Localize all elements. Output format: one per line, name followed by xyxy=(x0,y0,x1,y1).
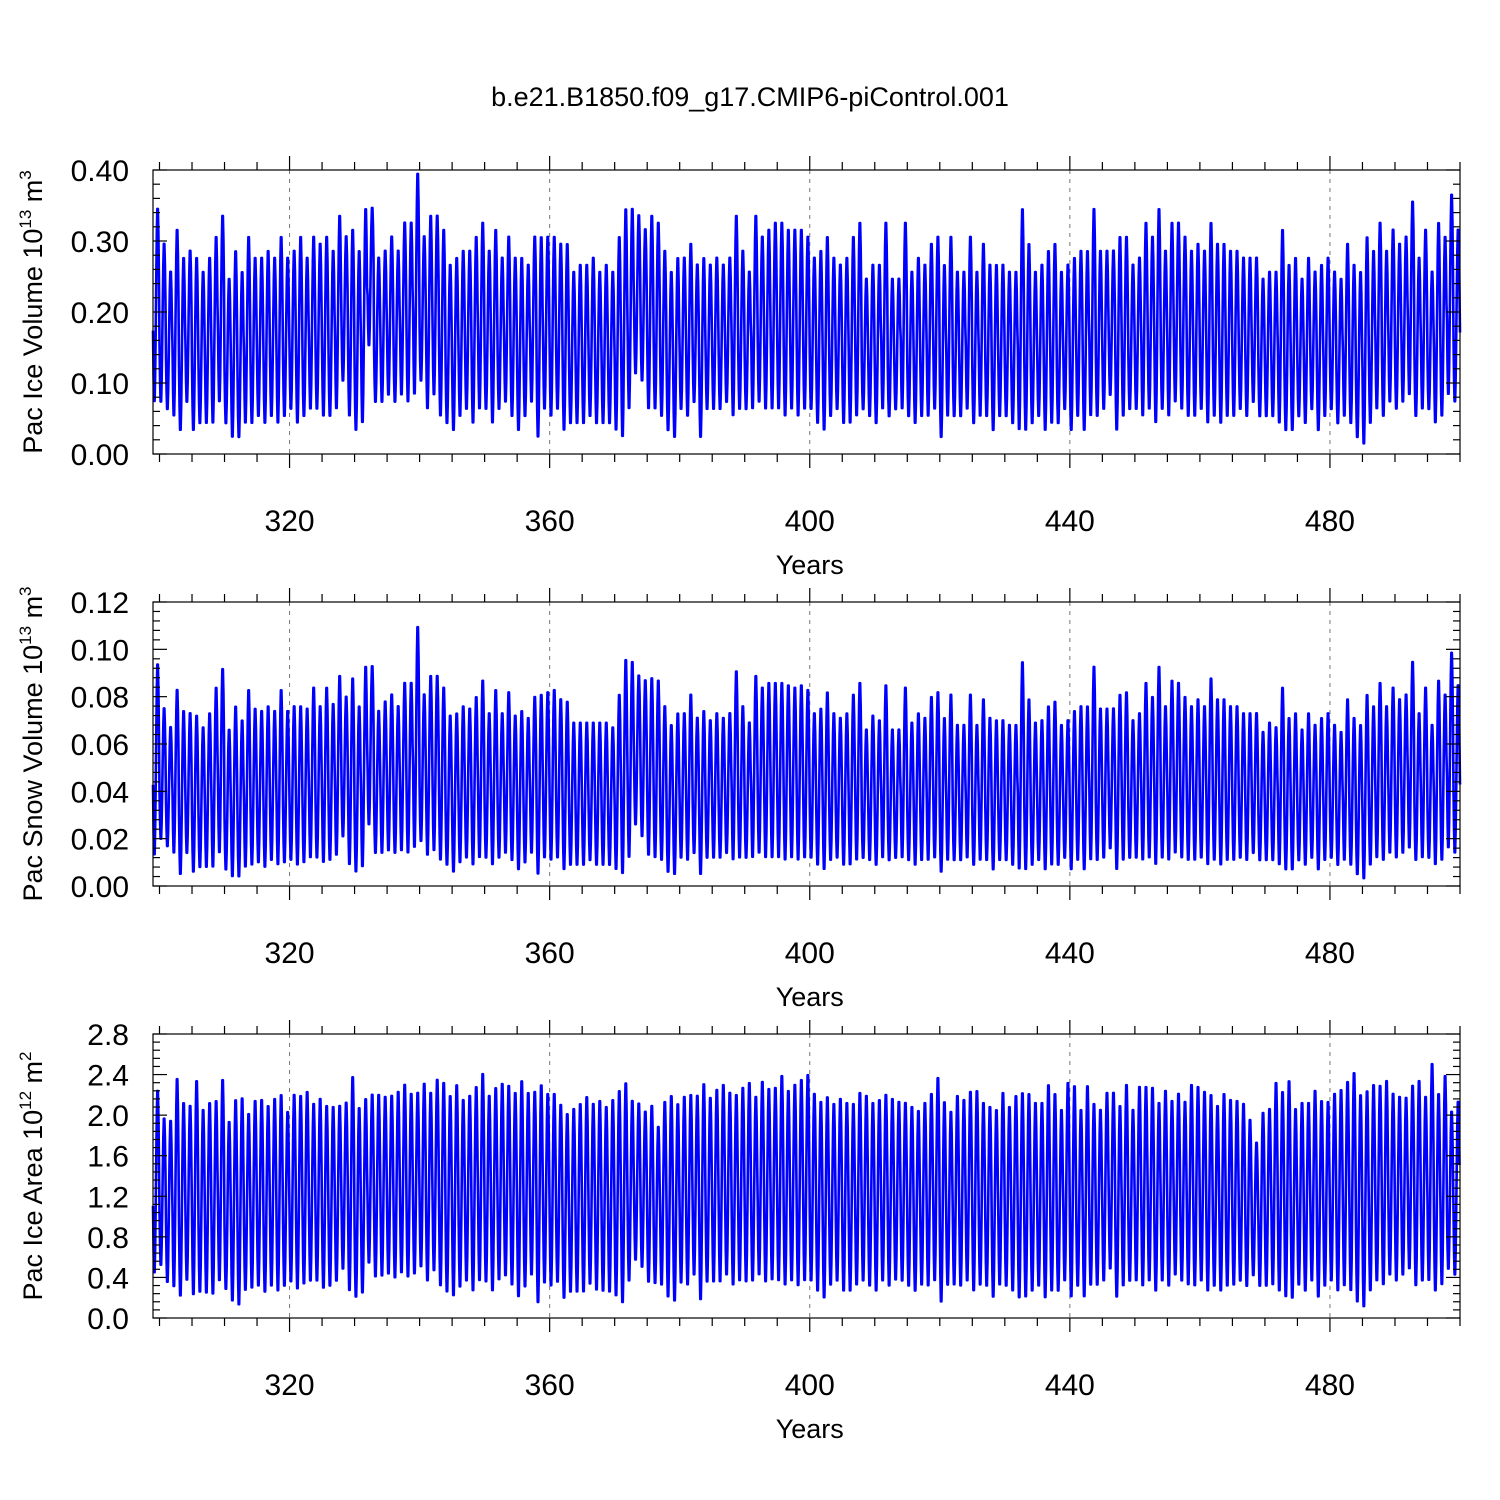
x-axis-label: Years xyxy=(776,550,844,580)
x-tick-label: 360 xyxy=(525,937,575,970)
y-tick-label: 2.0 xyxy=(87,1100,129,1133)
x-tick-label: 360 xyxy=(525,505,575,538)
axes-ice-volume xyxy=(152,156,1461,468)
y-tick-label: 0.04 xyxy=(71,776,129,809)
x-tick-label: 400 xyxy=(785,937,835,970)
y-tick-label: 0.06 xyxy=(71,729,129,762)
panel-ice-area: 0.0 0.4 0.8 1.2 1.6 2.0 2.4 2.8 320 360 400 440 480 Y… xyxy=(16,1019,1461,1444)
y-tick-label: 0.12 xyxy=(71,587,129,620)
x-axis-label: Years xyxy=(776,982,844,1012)
x-tick-label: 480 xyxy=(1305,505,1355,538)
y-tick-label: 0.20 xyxy=(71,297,129,330)
x-tick-label: 480 xyxy=(1305,937,1355,970)
y-tick-label: 0.08 xyxy=(71,682,129,715)
y-tick-label: 0.02 xyxy=(71,824,129,857)
series-line-ice-volume xyxy=(151,172,1462,445)
panel-snow-volume: 0.00 0.02 0.04 0.06 0.08 0.10 0.12 320 360 400 440… xyxy=(16,586,1462,1012)
axes-ice-area xyxy=(152,1020,1461,1332)
series-ice-area xyxy=(151,1062,1461,1308)
y-axis-label: Pac Snow Volume 1013 m3 xyxy=(16,586,48,901)
x-axis-label: Years xyxy=(776,1414,844,1444)
y-tick-label: 2.8 xyxy=(87,1019,129,1052)
x-tick-label: 400 xyxy=(785,505,835,538)
x-tick-label: 440 xyxy=(1045,1369,1095,1402)
x-tick-label: 320 xyxy=(265,937,315,970)
y-tick-label: 1.6 xyxy=(87,1141,129,1174)
y-axis-label: Pac Ice Volume 1013 m3 xyxy=(16,170,48,454)
x-tick-label: 480 xyxy=(1305,1369,1355,1402)
figure-title: b.e21.B1850.f09_g17.CMIP6-piControl.001 xyxy=(491,82,1009,112)
series-line-snow-volume xyxy=(151,625,1462,880)
y-tick-label: 0.00 xyxy=(71,439,129,472)
y-tick-label: 0.10 xyxy=(71,634,129,667)
y-tick-label: 0.10 xyxy=(71,368,129,401)
labels-ice-volume: 0.00 0.10 0.20 0.30 0.40 320 360 400 440 480 Years… xyxy=(16,155,1355,580)
plot-frame xyxy=(152,1033,1461,1319)
panel-ice-volume: 0.00 0.10 0.20 0.30 0.40 320 360 400 440 480 Years… xyxy=(16,155,1462,580)
y-tick-label: 0.0 xyxy=(87,1303,129,1336)
series-snow-volume xyxy=(151,625,1462,880)
x-tick-label: 400 xyxy=(785,1369,835,1402)
axes-snow-volume xyxy=(152,588,1461,900)
labels-ice-area: 0.0 0.4 0.8 1.2 1.6 2.0 2.4 2.8 320 360 400 440 480 Y… xyxy=(16,1019,1355,1444)
series-ice-volume xyxy=(151,172,1462,445)
y-tick-label: 0.8 xyxy=(87,1222,129,1255)
y-tick-label: 0.00 xyxy=(71,871,129,904)
labels-snow-volume: 0.00 0.02 0.04 0.06 0.08 0.10 0.12 320 360 400 440… xyxy=(16,586,1355,1012)
x-tick-label: 440 xyxy=(1045,505,1095,538)
x-tick-label: 440 xyxy=(1045,937,1095,970)
y-tick-label: 0.30 xyxy=(71,226,129,259)
x-tick-label: 320 xyxy=(265,1369,315,1402)
y-tick-label: 1.2 xyxy=(87,1181,129,1214)
y-tick-label: 0.4 xyxy=(87,1262,129,1295)
y-tick-label: 0.40 xyxy=(71,155,129,188)
y-tick-label: 2.4 xyxy=(87,1060,129,1093)
y-axis-label: Pac Ice Area 1012 m2 xyxy=(16,1051,48,1300)
x-tick-label: 360 xyxy=(525,1369,575,1402)
series-line-ice-area xyxy=(151,1062,1461,1308)
x-tick-label: 320 xyxy=(265,505,315,538)
